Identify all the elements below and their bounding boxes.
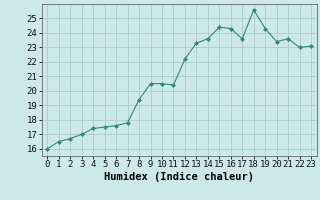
X-axis label: Humidex (Indice chaleur): Humidex (Indice chaleur) <box>104 172 254 182</box>
